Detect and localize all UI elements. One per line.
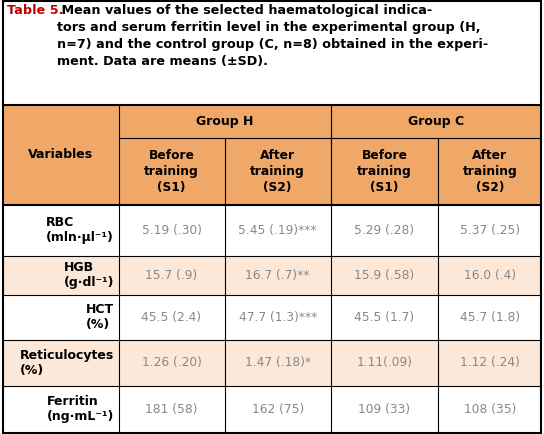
Text: 1.26 (.20): 1.26 (.20)	[141, 356, 201, 369]
Text: 45.5 (1.7): 45.5 (1.7)	[355, 311, 415, 324]
Text: Table 5.: Table 5.	[7, 4, 64, 17]
Text: 16.0 (.4): 16.0 (.4)	[464, 269, 516, 282]
Bar	[3, 256, 541, 295]
Bar	[3, 295, 541, 340]
Text: 181 (58): 181 (58)	[145, 403, 198, 416]
Text: 108 (35): 108 (35)	[463, 403, 516, 416]
Text: After
training
(S2): After training (S2)	[250, 149, 305, 194]
Text: Variables: Variables	[28, 148, 93, 161]
Text: Before
training
(S1): Before training (S1)	[357, 149, 412, 194]
Text: Group C: Group C	[408, 115, 464, 128]
Text: 109 (33): 109 (33)	[358, 403, 411, 416]
Text: 5.29 (.28): 5.29 (.28)	[355, 224, 415, 237]
Text: Ferritin
(ng·mL⁻¹): Ferritin (ng·mL⁻¹)	[47, 395, 114, 424]
Text: 1.12 (.24): 1.12 (.24)	[460, 356, 520, 369]
Text: 5.37 (.25): 5.37 (.25)	[460, 224, 520, 237]
Text: 47.7 (1.3)***: 47.7 (1.3)***	[238, 311, 317, 324]
Bar	[3, 205, 541, 256]
Text: After
training
(S2): After training (S2)	[462, 149, 517, 194]
Text: 45.5 (2.4): 45.5 (2.4)	[141, 311, 202, 324]
Bar	[3, 105, 541, 205]
Text: Group H: Group H	[196, 115, 254, 128]
Bar	[3, 1, 541, 105]
Text: Mean values of the selected haematological indica-
tors and serum ferritin level: Mean values of the selected haematologic…	[57, 4, 489, 68]
Text: Reticulocytes
(%): Reticulocytes (%)	[20, 349, 114, 377]
Text: 5.19 (.30): 5.19 (.30)	[141, 224, 202, 237]
Text: 5.45 (.19)***: 5.45 (.19)***	[238, 224, 317, 237]
Text: 15.9 (.58): 15.9 (.58)	[355, 269, 415, 282]
Bar	[3, 386, 541, 433]
Text: 1.11(.09): 1.11(.09)	[356, 356, 412, 369]
Text: HGB
(g·dl⁻¹): HGB (g·dl⁻¹)	[64, 261, 114, 289]
Text: HCT
(%): HCT (%)	[86, 303, 114, 331]
Text: 45.7 (1.8): 45.7 (1.8)	[460, 311, 520, 324]
Text: 16.7 (.7)**: 16.7 (.7)**	[245, 269, 310, 282]
Bar	[3, 340, 541, 386]
Text: 15.7 (.9): 15.7 (.9)	[145, 269, 197, 282]
Text: Before
training
(S1): Before training (S1)	[144, 149, 199, 194]
Text: 1.47 (.18)*: 1.47 (.18)*	[245, 356, 311, 369]
Text: 162 (75): 162 (75)	[251, 403, 304, 416]
Text: RBC
(mln·μl⁻¹): RBC (mln·μl⁻¹)	[46, 217, 114, 244]
